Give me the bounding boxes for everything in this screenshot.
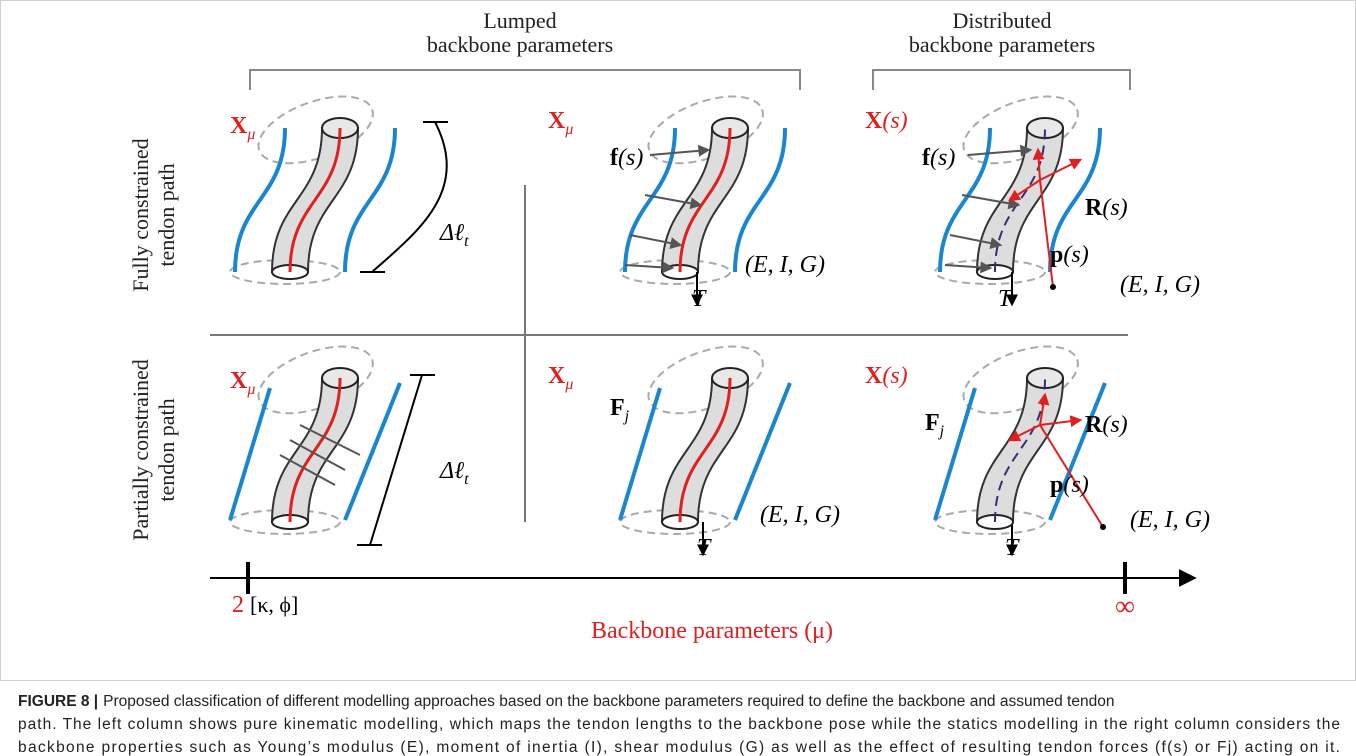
subscript: t <box>464 471 469 488</box>
point <box>1050 284 1056 290</box>
axis-title: Backbone parameters (μ) <box>591 618 833 644</box>
subscript: j <box>938 423 945 440</box>
symbol: X <box>230 113 248 139</box>
axis-end: ∞ <box>1115 591 1135 622</box>
math-label: f(s) <box>610 145 643 171</box>
force-arrow <box>650 150 708 155</box>
math-label: (E, I, G) <box>1120 272 1200 298</box>
symbol-rest: (s) <box>1102 195 1127 221</box>
math-label: p(s) <box>1050 242 1089 268</box>
column-header: backbone parameters <box>427 32 613 57</box>
guide <box>955 333 1087 427</box>
symbol: F <box>925 410 940 436</box>
symbol: F <box>610 395 625 421</box>
math-label: (E, I, G) <box>1130 507 1210 533</box>
symbol-rest: T <box>692 286 707 312</box>
row-header: Fully constrained <box>128 138 153 291</box>
symbol-rest: T <box>1005 535 1020 561</box>
math-label: T <box>998 286 1013 312</box>
math-label: Δℓt <box>439 458 469 488</box>
caption-line: path. The left column shows pure kinemat… <box>18 716 1340 733</box>
subscript: μ <box>246 381 255 398</box>
math-label: T <box>697 535 712 561</box>
symbol: p <box>1050 242 1063 268</box>
symbol-rest: (s) <box>882 108 907 134</box>
math-label: Δℓt <box>439 220 469 250</box>
point <box>1100 524 1106 530</box>
symbol-rest: (E, I, G) <box>1120 272 1200 298</box>
symbol-rest: T <box>998 286 1013 312</box>
math-label: R(s) <box>1085 412 1128 438</box>
caption-label: FIGURE 8 | <box>18 693 98 710</box>
symbol-rest: T <box>697 535 712 561</box>
subscript: t <box>464 233 469 250</box>
symbol-rest: (s) <box>618 145 643 171</box>
axis-start-note: [κ, ϕ] <box>250 592 298 617</box>
math-label: f(s) <box>922 145 955 171</box>
tube <box>977 378 1063 522</box>
math-label: R(s) <box>1085 195 1128 221</box>
axis-start: 2 <box>232 592 244 618</box>
bracket <box>873 70 1130 90</box>
column-header: backbone parameters <box>909 32 1095 57</box>
symbol: X <box>548 363 566 389</box>
symbol-rest: (s) <box>1063 472 1088 498</box>
caption-line: FIGURE 8 | Proposed classification of dif… <box>18 693 1114 710</box>
column-header: Lumped <box>483 8 556 33</box>
column-header: Distributed <box>953 8 1052 33</box>
guide <box>640 83 772 177</box>
guide <box>250 83 382 177</box>
symbol-rest: (s) <box>882 363 907 389</box>
row-header: tendon path <box>154 398 179 501</box>
tendon <box>935 388 975 520</box>
guide <box>640 333 772 427</box>
subscript: j <box>623 408 630 425</box>
math-label: T <box>692 286 707 312</box>
symbol: R <box>1085 412 1103 438</box>
symbol-rest: (s) <box>1102 412 1127 438</box>
symbol: R <box>1085 195 1103 221</box>
math-label: Xμ <box>548 108 573 138</box>
row-header: Partially constrained <box>128 359 153 540</box>
symbol-rest: (E, I, G) <box>760 502 840 528</box>
math-label: T <box>1005 535 1020 561</box>
symbol-rest: (E, I, G) <box>745 252 825 278</box>
symbol: p <box>1050 472 1063 498</box>
subscript: μ <box>246 126 255 143</box>
math-label: (E, I, G) <box>745 252 825 278</box>
math-label: Xμ <box>230 113 255 143</box>
math-label: X(s) <box>865 363 908 389</box>
symbol: X <box>865 108 883 134</box>
symbol-rest: Δℓ <box>439 458 464 484</box>
guide <box>955 83 1087 177</box>
force-arrow <box>968 150 1030 155</box>
math-label: (E, I, G) <box>760 502 840 528</box>
math-label: Fj <box>610 395 630 425</box>
symbol: X <box>865 363 883 389</box>
math-label: Xμ <box>548 363 573 393</box>
figure: 2 [κ, ϕ] ∞ Backbone parameters (μ) Lumpe… <box>0 0 1356 756</box>
caption-line: backbone properties such as Young’s modu… <box>18 739 1340 756</box>
subscript: μ <box>564 121 573 138</box>
guide <box>250 333 382 427</box>
symbol-rest: Δℓ <box>439 220 464 246</box>
row-header: tendon path <box>154 163 179 266</box>
caption-text: Proposed classification of different mod… <box>103 693 1114 710</box>
symbol: X <box>548 108 566 134</box>
symbol-rest: (s) <box>1063 242 1088 268</box>
math-label: Fj <box>925 410 945 440</box>
tendon <box>230 388 270 520</box>
symbol-rest: (E, I, G) <box>1130 507 1210 533</box>
math-label: Xμ <box>230 368 255 398</box>
math-label: p(s) <box>1050 472 1089 498</box>
vector <box>1040 180 1053 287</box>
subscript: μ <box>564 376 573 393</box>
math-label: X(s) <box>865 108 908 134</box>
symbol-rest: (s) <box>930 145 955 171</box>
symbol: X <box>230 368 248 394</box>
bracket <box>250 70 800 90</box>
